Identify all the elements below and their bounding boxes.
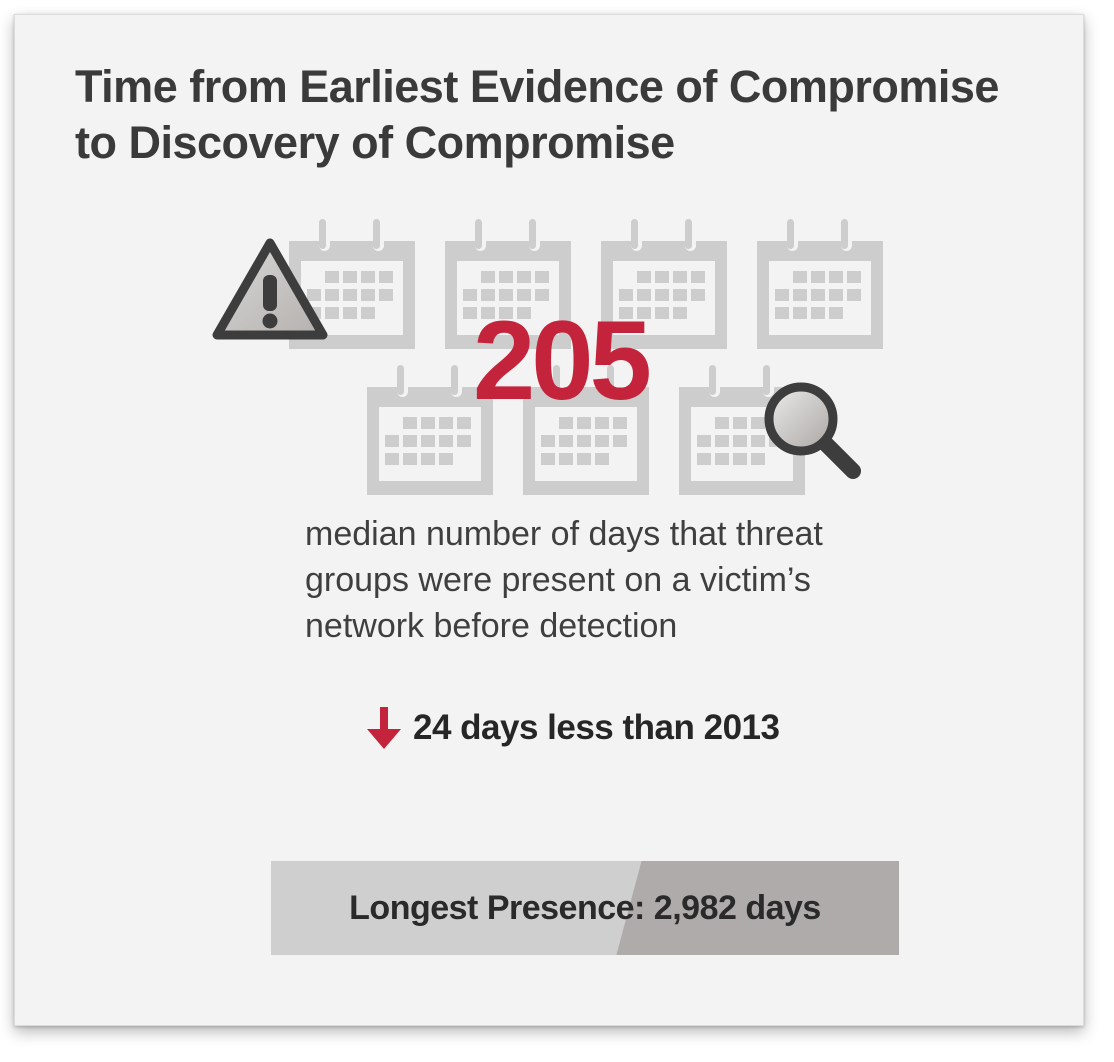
median-days-number: 205	[473, 298, 652, 423]
title-line-2: to Discovery of Compromise	[75, 117, 675, 168]
calendar-icon	[367, 363, 493, 495]
calendar-icon	[601, 217, 727, 349]
description-line-2: groups were present on a victim’s	[305, 561, 811, 599]
comparison-text: 24 days less than 2013	[413, 708, 780, 747]
description-line-1: median number of days that threat	[305, 515, 823, 553]
median-description: median number of days that threat groups…	[305, 511, 925, 649]
longest-presence-bar: Longest Presence: 2,982 days	[271, 861, 899, 955]
calendar-icon	[757, 217, 883, 349]
calendar-icon	[445, 217, 571, 349]
magnifier-icon	[764, 382, 861, 479]
longest-presence-label: Longest Presence: 2,982 days	[349, 888, 821, 927]
description-line-3: network before detection	[305, 607, 678, 645]
infographic-title: Time from Earliest Evidence of Compromis…	[75, 59, 1055, 171]
year-comparison: 24 days less than 2013	[365, 703, 780, 753]
bar-accent-fill	[616, 861, 899, 955]
title-line-1: Time from Earliest Evidence of Compromis…	[75, 61, 999, 112]
infographic-card: Time from Earliest Evidence of Compromis…	[14, 14, 1084, 1026]
down-arrow-icon	[367, 707, 401, 749]
warning-icon	[212, 238, 328, 340]
calendar-icon	[523, 363, 649, 495]
